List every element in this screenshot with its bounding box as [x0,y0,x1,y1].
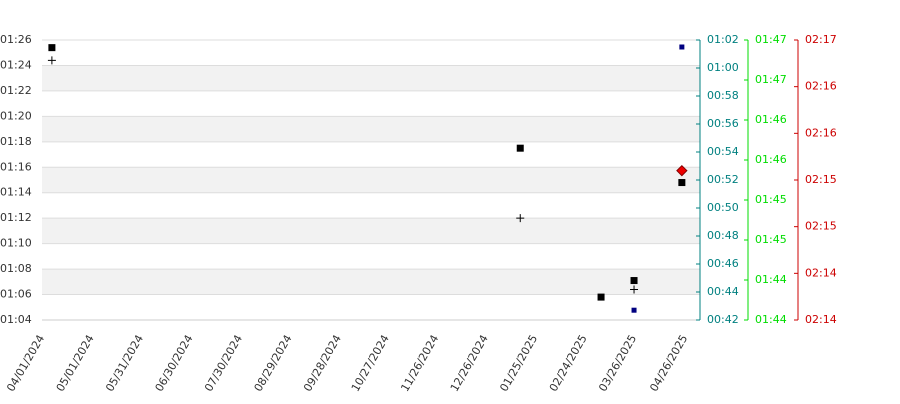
x-tick-label: 01/25/2025 [497,333,540,394]
band [42,269,700,295]
x-tick-label: 04/26/2025 [647,333,690,394]
band [42,65,700,91]
x-tick-label: 05/01/2024 [54,333,97,394]
band [42,116,700,142]
y2-tick-label: 00:56 [707,117,739,130]
y4-tick-label: 02:17 [805,33,837,46]
y3-tick-label: 01:45 [755,233,787,246]
x-tick-label: 08/29/2024 [252,333,295,394]
y4-tick-label: 02:14 [805,266,837,279]
marker [630,277,638,285]
y4-tick-label: 02:16 [805,80,837,93]
y4-tick-label: 02:14 [805,313,837,326]
y4-tick-label: 02:16 [805,126,837,139]
y-tick-label: 01:16 [0,160,32,173]
y-tick-label: 01:10 [0,237,32,250]
y-tick-label: 01:22 [0,84,32,97]
x-tick-label: 07/30/2024 [202,333,245,394]
y2-tick-label: 00:42 [707,313,739,326]
y3-tick-label: 01:47 [755,33,787,46]
y-tick-label: 01:08 [0,262,32,275]
y3-tick-label: 01:46 [755,153,787,166]
marker [47,56,56,65]
y-tick-label: 01:24 [0,58,32,71]
band [42,218,700,244]
marker [597,293,605,301]
y-tick-label: 01:14 [0,186,32,199]
y3-tick-label: 01:46 [755,113,787,126]
x-tick-label: 03/26/2025 [596,333,639,394]
x-tick-label: 05/31/2024 [103,333,146,394]
y3-tick-label: 01:45 [755,193,787,206]
marker [678,179,686,187]
y2-tick-label: 01:00 [707,61,739,74]
y-tick-label: 01:04 [0,313,32,326]
marker [516,214,525,223]
marker [631,307,637,313]
marker [48,44,56,52]
y2-tick-label: 01:02 [707,33,739,46]
marker [679,44,685,50]
y2-tick-label: 00:58 [707,89,739,102]
y3-tick-label: 01:47 [755,73,787,86]
band [42,167,700,193]
y2-tick-label: 00:54 [707,145,739,158]
y2-tick-label: 00:48 [707,229,739,242]
y3-tick-label: 01:44 [755,313,787,326]
y-tick-label: 01:12 [0,211,32,224]
y3-tick-label: 01:44 [755,273,787,286]
y4-tick-label: 02:15 [805,173,837,186]
x-tick-label: 09/28/2024 [301,333,344,394]
y-tick-label: 01:20 [0,109,32,122]
y-tick-label: 01:26 [0,33,32,46]
marker [516,144,524,152]
x-tick-label: 12/26/2024 [448,332,491,393]
y2-tick-label: 00:46 [707,257,739,270]
x-tick-label: 11/26/2024 [398,333,441,394]
y-tick-label: 01:06 [0,288,32,301]
marker [676,164,688,177]
x-tick-label: 10/27/2024 [349,333,392,394]
y2-tick-label: 00:52 [707,173,739,186]
x-tick-label: 06/30/2024 [153,333,196,394]
y-tick-label: 01:18 [0,135,32,148]
marker [630,285,639,294]
x-tick-label: 02/24/2025 [547,333,590,394]
x-tick-label: 04/01/2024 [4,333,47,394]
y4-tick-label: 02:15 [805,220,837,233]
y2-tick-label: 00:50 [707,201,739,214]
y2-tick-label: 00:44 [707,285,739,298]
